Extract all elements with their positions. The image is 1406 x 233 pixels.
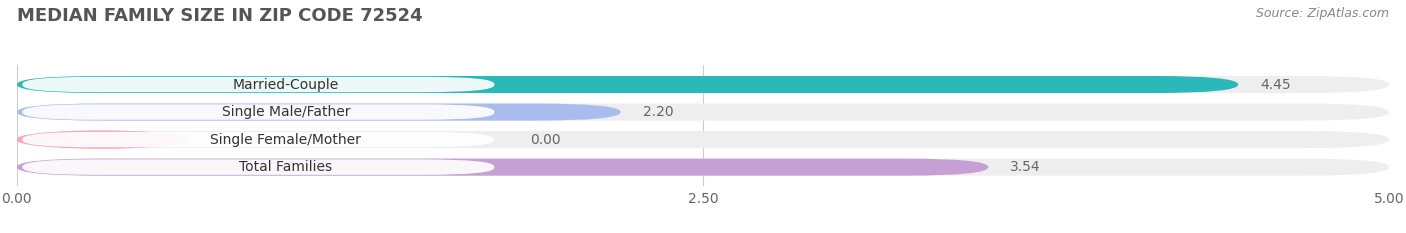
FancyBboxPatch shape: [17, 131, 1389, 148]
Text: Single Male/Father: Single Male/Father: [222, 105, 350, 119]
Text: Total Families: Total Families: [239, 160, 332, 174]
FancyBboxPatch shape: [17, 159, 1389, 176]
FancyBboxPatch shape: [17, 159, 988, 176]
Text: 2.20: 2.20: [643, 105, 673, 119]
Text: Single Female/Mother: Single Female/Mother: [211, 133, 361, 147]
Text: 4.45: 4.45: [1260, 78, 1291, 92]
FancyBboxPatch shape: [17, 103, 1389, 121]
FancyBboxPatch shape: [22, 159, 495, 175]
FancyBboxPatch shape: [22, 77, 495, 92]
Circle shape: [17, 131, 187, 148]
FancyBboxPatch shape: [22, 104, 495, 120]
FancyBboxPatch shape: [17, 76, 1389, 93]
FancyBboxPatch shape: [17, 76, 1239, 93]
Text: MEDIAN FAMILY SIZE IN ZIP CODE 72524: MEDIAN FAMILY SIZE IN ZIP CODE 72524: [17, 7, 422, 25]
Text: 0.00: 0.00: [530, 133, 561, 147]
FancyBboxPatch shape: [22, 132, 495, 147]
Text: Source: ZipAtlas.com: Source: ZipAtlas.com: [1256, 7, 1389, 20]
Text: 3.54: 3.54: [1011, 160, 1040, 174]
Text: Married-Couple: Married-Couple: [233, 78, 339, 92]
FancyBboxPatch shape: [17, 103, 620, 121]
